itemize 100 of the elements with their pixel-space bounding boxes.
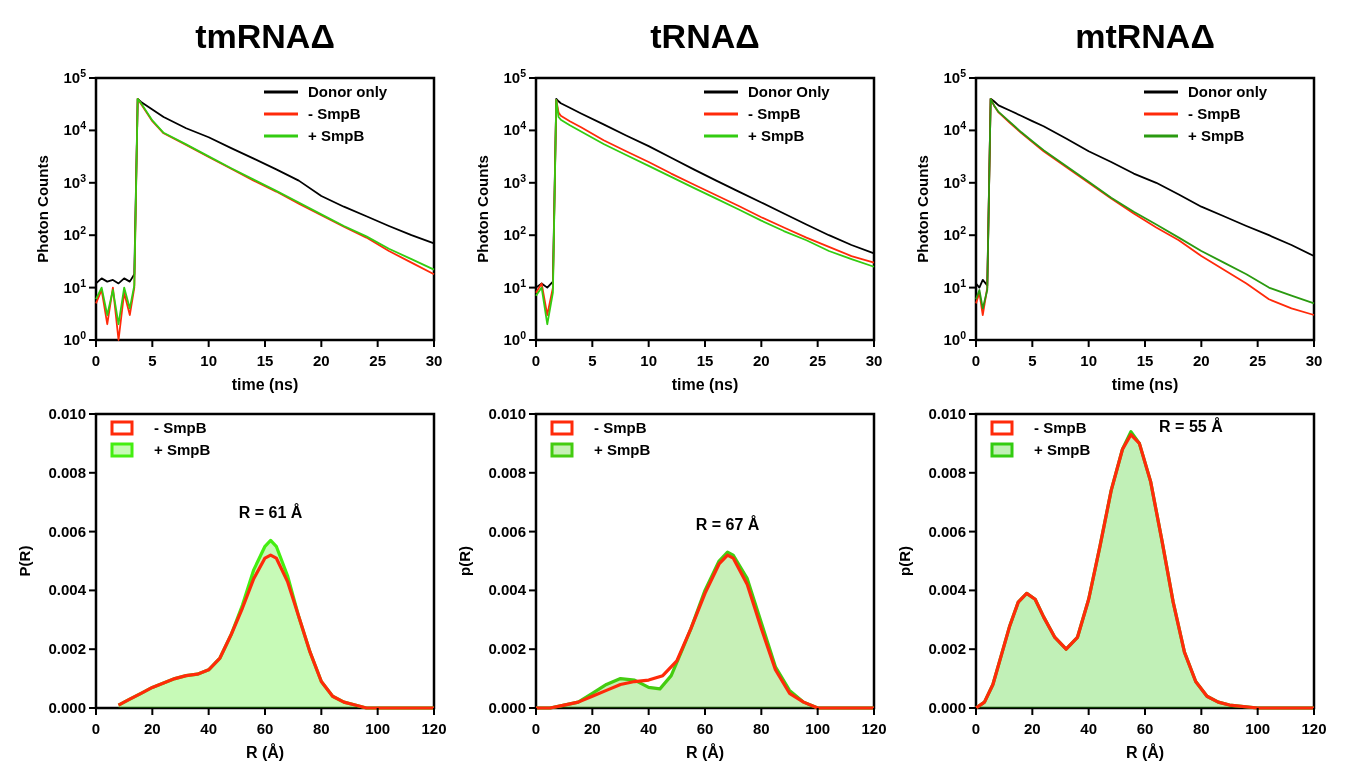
y-tick-label: 0.004	[48, 581, 87, 599]
y-tick-label: 10$^{3}$	[503, 171, 527, 191]
x-tick-label: 60	[1136, 720, 1154, 737]
y-tick-label: 10$^{4}$	[503, 119, 527, 139]
x-tick-label: 0	[971, 352, 981, 369]
y-axis-title: Photon Counts	[914, 155, 931, 263]
y-tick-label: 0.006	[48, 522, 86, 540]
y-tick-label: 10$^{5}$	[63, 67, 87, 86]
annotation: R = 67 Å	[695, 515, 760, 534]
y-tick-label: 10$^{1}$	[943, 276, 967, 296]
legend-label: - SmpB	[1188, 105, 1241, 122]
x-axis-title: time (ns)	[671, 376, 739, 393]
y-tick-label: 0.002	[488, 640, 526, 658]
x-tick-label: 20	[583, 720, 601, 737]
y-tick-label: 10$^{4}$	[63, 119, 87, 139]
x-tick-label: 15	[1136, 352, 1154, 369]
x-tick-label: 40	[200, 720, 218, 737]
y-tick-label: 0.000	[928, 699, 966, 716]
x-tick-label: 40	[1080, 720, 1098, 737]
x-axis-title: time (ns)	[1111, 376, 1179, 393]
x-tick-label: 30	[865, 352, 883, 369]
y-tick-label: 0.008	[928, 463, 966, 481]
x-tick-label: 100	[1245, 720, 1271, 737]
x-tick-label: 120	[1301, 720, 1327, 737]
legend-label: - SmpB	[748, 105, 801, 122]
x-axis-title: R (Å)	[245, 743, 285, 761]
y-tick-label: 10$^{1}$	[63, 276, 87, 296]
x-tick-label: 0	[531, 720, 541, 737]
x-axis-title: time (ns)	[231, 376, 299, 393]
y-tick-label: 0.010	[48, 405, 86, 422]
x-tick-label: 15	[256, 352, 274, 369]
legend-label: - SmpB	[308, 105, 361, 122]
x-tick-label: 0	[91, 720, 101, 737]
legend-label: + SmpB	[1034, 441, 1091, 458]
legend-label: Donor only	[308, 83, 388, 100]
y-axis-title: P(R)	[16, 545, 33, 577]
x-tick-label: 10	[1080, 352, 1098, 369]
x-tick-label: 25	[1249, 352, 1267, 369]
y-tick-label: 10$^{4}$	[943, 119, 967, 139]
y-tick-label: 10$^{2}$	[503, 224, 527, 244]
y-tick-label: 10$^{2}$	[943, 224, 967, 244]
chart-title: tRNAΔ	[650, 17, 760, 55]
x-tick-label: 30	[425, 352, 443, 369]
legend-label: + SmpB	[748, 127, 805, 144]
y-tick-label: 10$^{1}$	[503, 276, 527, 296]
annotation: R = 61 Å	[238, 503, 303, 522]
x-tick-label: 120	[421, 720, 447, 737]
y-tick-label: 10$^{5}$	[503, 67, 527, 86]
y-tick-label: 10$^{3}$	[63, 171, 87, 191]
x-tick-label: 0	[531, 352, 541, 369]
legend-label: Donor only	[1188, 83, 1268, 100]
legend-label: + SmpB	[308, 127, 365, 144]
x-tick-label: 20	[1192, 352, 1210, 369]
x-axis-title: R (Å)	[685, 743, 725, 761]
x-tick-label: 20	[312, 352, 330, 369]
legend-label: - SmpB	[154, 419, 207, 436]
y-tick-label: 10$^{2}$	[63, 224, 87, 244]
x-tick-label: 5	[588, 352, 597, 369]
x-tick-label: 15	[696, 352, 714, 369]
x-tick-label: 60	[256, 720, 274, 737]
y-tick-label: 0.006	[488, 522, 526, 540]
y-axis-title: p(R)	[456, 546, 473, 576]
x-axis-title: R (Å)	[1125, 743, 1165, 761]
x-tick-label: 5	[1028, 352, 1037, 369]
x-tick-label: 10	[200, 352, 218, 369]
x-tick-label: 20	[143, 720, 161, 737]
y-axis-title: p(R)	[896, 546, 913, 576]
legend-label: - SmpB	[1034, 419, 1087, 436]
y-tick-label: 0.008	[48, 463, 86, 481]
y-tick-label: 0.010	[488, 405, 526, 422]
y-tick-label: 0.004	[928, 581, 967, 599]
y-tick-label: 0.002	[48, 640, 86, 658]
y-tick-label: 10$^{0}$	[63, 329, 87, 348]
x-tick-label: 100	[365, 720, 391, 737]
legend-label: Donor Only	[748, 83, 831, 100]
y-tick-label: 0.004	[488, 581, 527, 599]
x-tick-label: 60	[696, 720, 714, 737]
x-tick-label: 0	[971, 720, 981, 737]
y-tick-label: 0.000	[488, 699, 526, 716]
x-tick-label: 120	[861, 720, 887, 737]
x-tick-label: 40	[640, 720, 658, 737]
legend-label: + SmpB	[594, 441, 651, 458]
y-tick-label: 10$^{3}$	[943, 171, 967, 191]
legend-label: + SmpB	[1188, 127, 1245, 144]
x-tick-label: 20	[1023, 720, 1041, 737]
y-tick-label: 10$^{5}$	[943, 67, 967, 86]
y-tick-label: 0.008	[488, 463, 526, 481]
x-tick-label: 10	[640, 352, 658, 369]
y-axis-title: Photon Counts	[474, 155, 491, 263]
y-axis-title: Photon Counts	[34, 155, 51, 263]
x-tick-label: 80	[1192, 720, 1210, 737]
x-tick-label: 80	[752, 720, 770, 737]
x-tick-label: 5	[148, 352, 157, 369]
x-tick-label: 100	[805, 720, 831, 737]
x-tick-label: 25	[369, 352, 387, 369]
legend-label: + SmpB	[154, 441, 211, 458]
y-tick-label: 10$^{0}$	[943, 329, 967, 348]
y-tick-label: 0.002	[928, 640, 966, 658]
x-tick-label: 25	[809, 352, 827, 369]
x-tick-label: 80	[312, 720, 330, 737]
